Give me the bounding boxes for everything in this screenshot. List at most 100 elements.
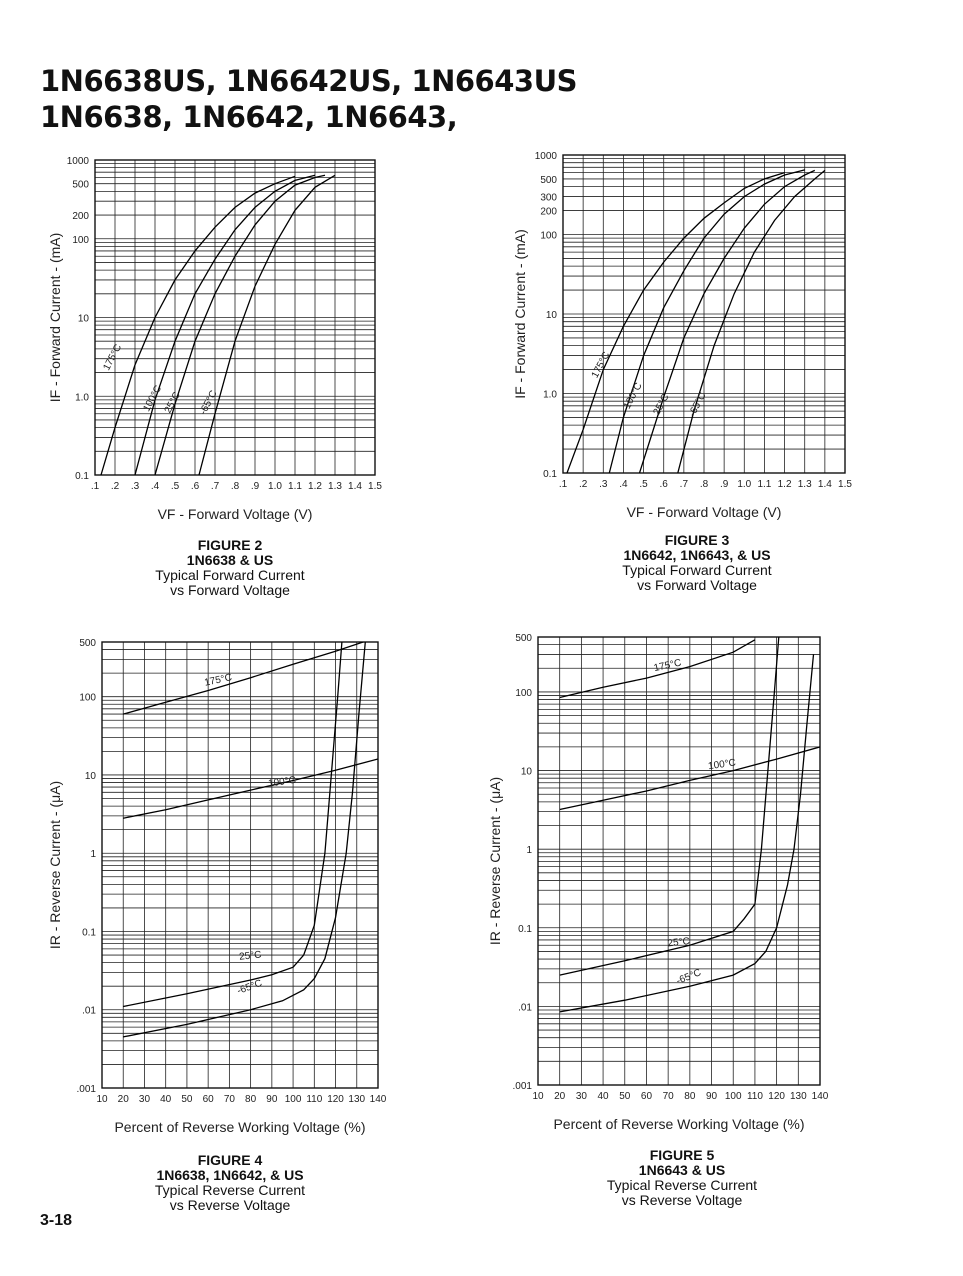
x-tick-label: 1.4 — [348, 481, 362, 492]
y-tick-label: 1.0 — [75, 392, 89, 403]
x-tick-label: 90 — [266, 1094, 278, 1105]
x-tick-label: .7 — [211, 481, 220, 492]
figure-2-chart: .1.2.3.4.5.6.7.8.9 1.0 1.1 1.2 1.3 1.4 1.51000… — [47, 156, 382, 522]
figure-4-chart: 10 20 30 40 50 60 70 80 90 100 110 120 130 1405001001… — [47, 638, 387, 1135]
figure-4-caption: FIGURE 4 1N6638, 1N6642, & US Typical Re… — [110, 1153, 350, 1213]
x-tick-label: .9 — [720, 479, 729, 490]
x-tick-label: 40 — [160, 1094, 172, 1105]
x-tick-label: .4 — [619, 479, 628, 490]
series-line — [123, 758, 378, 819]
series-label: -65°C — [687, 391, 709, 419]
x-tick-label: .5 — [171, 481, 180, 492]
x-tick-label: 110 — [747, 1091, 763, 1102]
y-tick-label: 1 — [526, 845, 532, 856]
figure-5-desc-line1: Typical Reverse Current — [606, 1177, 758, 1193]
x-tick-label: .1 — [91, 481, 100, 492]
x-tick-label: 1.3 — [328, 481, 342, 492]
y-tick-label: .001 — [513, 1081, 533, 1092]
y-tick-label: 500 — [540, 175, 557, 186]
y-tick-label: 1000 — [67, 156, 90, 167]
figure-5-chart: 10 20 30 40 50 60 70 80 90 100 110 120 130 1405001001… — [487, 633, 829, 1132]
x-tick-label: 130 — [790, 1091, 807, 1102]
series-line — [559, 637, 780, 976]
y-tick-label: 10 — [521, 767, 533, 778]
x-tick-label: 120 — [768, 1091, 785, 1102]
x-tick-label: 60 — [641, 1091, 653, 1102]
y-axis-label: IF - Forward Current - (mA) — [47, 233, 63, 403]
figure-5-device: 1N6643 & US — [638, 1162, 726, 1178]
y-tick-label: .001 — [77, 1084, 97, 1095]
x-tick-label: 10 — [532, 1091, 544, 1102]
figure-5-number: FIGURE 5 — [649, 1147, 715, 1163]
series-label: 25°C — [667, 936, 690, 949]
x-axis-label: VF - Forward Voltage (V) — [158, 506, 313, 522]
y-tick-label: 10 — [78, 314, 90, 325]
series-label: 25°C — [163, 390, 183, 415]
x-tick-label: 50 — [619, 1091, 631, 1102]
x-tick-label: 20 — [118, 1094, 130, 1105]
series-label: 100°C — [268, 775, 297, 790]
x-axis-label: Percent of Reverse Working Voltage (%) — [553, 1116, 804, 1132]
x-tick-label: .9 — [251, 481, 260, 492]
x-tick-label: 1.5 — [368, 481, 382, 492]
x-tick-label: 90 — [706, 1091, 718, 1102]
y-tick-label: 10 — [85, 771, 97, 782]
series-line — [100, 175, 296, 475]
x-tick-label: .3 — [599, 479, 608, 490]
x-tick-label: 110 — [306, 1094, 322, 1105]
series-line — [608, 169, 805, 473]
series-label: -65°C — [236, 978, 264, 997]
x-tick-label: 70 — [663, 1091, 675, 1102]
x-tick-label: 140 — [812, 1091, 829, 1102]
y-tick-label: 0.1 — [82, 927, 96, 938]
x-axis-label: Percent of Reverse Working Voltage (%) — [114, 1119, 365, 1135]
x-tick-label: .2 — [111, 481, 120, 492]
series-label: 175°C — [590, 350, 613, 380]
x-tick-label: .1 — [559, 479, 568, 490]
page-title-line1: 1N6638US, 1N6642US, 1N6643US — [40, 64, 578, 98]
series-label: 100°C — [622, 381, 645, 411]
y-tick-label: 0.1 — [543, 469, 557, 480]
y-tick-label: 100 — [515, 688, 532, 699]
figure-4-desc-line2: vs Reverse Voltage — [169, 1197, 291, 1213]
x-tick-label: 50 — [181, 1094, 193, 1105]
x-tick-label: 140 — [370, 1094, 387, 1105]
figure-3-device: 1N6642, 1N6643, & US — [623, 547, 771, 563]
x-tick-label: 20 — [554, 1091, 566, 1102]
x-tick-label: 80 — [245, 1094, 257, 1105]
series-label: 100°C — [707, 757, 736, 772]
x-tick-label: .2 — [579, 479, 588, 490]
x-tick-label: 1.1 — [757, 479, 771, 490]
x-tick-label: .8 — [700, 479, 709, 490]
y-axis-label: IR - Reverse Current - (μA) — [47, 781, 63, 949]
x-tick-label: 30 — [576, 1091, 588, 1102]
y-tick-label: 100 — [540, 231, 557, 242]
x-tick-label: 1.1 — [288, 481, 302, 492]
y-tick-label: 0.1 — [75, 471, 89, 482]
page-number: 3-18 — [40, 1212, 73, 1229]
x-tick-label: .8 — [231, 481, 240, 492]
figure-5-desc-line2: vs Reverse Voltage — [621, 1192, 743, 1208]
x-tick-label: 1.0 — [268, 481, 282, 492]
x-tick-label: 1.0 — [737, 479, 751, 490]
x-tick-label: 1.2 — [308, 481, 322, 492]
x-tick-label: 130 — [348, 1094, 365, 1105]
x-tick-label: .4 — [151, 481, 160, 492]
series-line — [559, 746, 820, 811]
x-tick-label: 10 — [96, 1094, 108, 1105]
x-tick-label: 70 — [224, 1094, 236, 1105]
x-tick-label: 40 — [598, 1091, 610, 1102]
plot-frame — [94, 159, 376, 476]
y-tick-label: 500 — [515, 633, 532, 644]
series-line — [566, 171, 785, 473]
series-label: 25°C — [239, 949, 262, 962]
x-tick-label: 100 — [285, 1094, 302, 1105]
x-tick-label: .5 — [639, 479, 648, 490]
series-label: -65°C — [198, 389, 220, 417]
series-label: 175°C — [101, 343, 124, 373]
series-line — [134, 174, 316, 475]
series-line — [154, 174, 326, 475]
figure-4-device: 1N6638, 1N6642, & US — [156, 1167, 304, 1183]
y-tick-label: 500 — [79, 638, 96, 649]
y-tick-label: .01 — [82, 1006, 96, 1017]
